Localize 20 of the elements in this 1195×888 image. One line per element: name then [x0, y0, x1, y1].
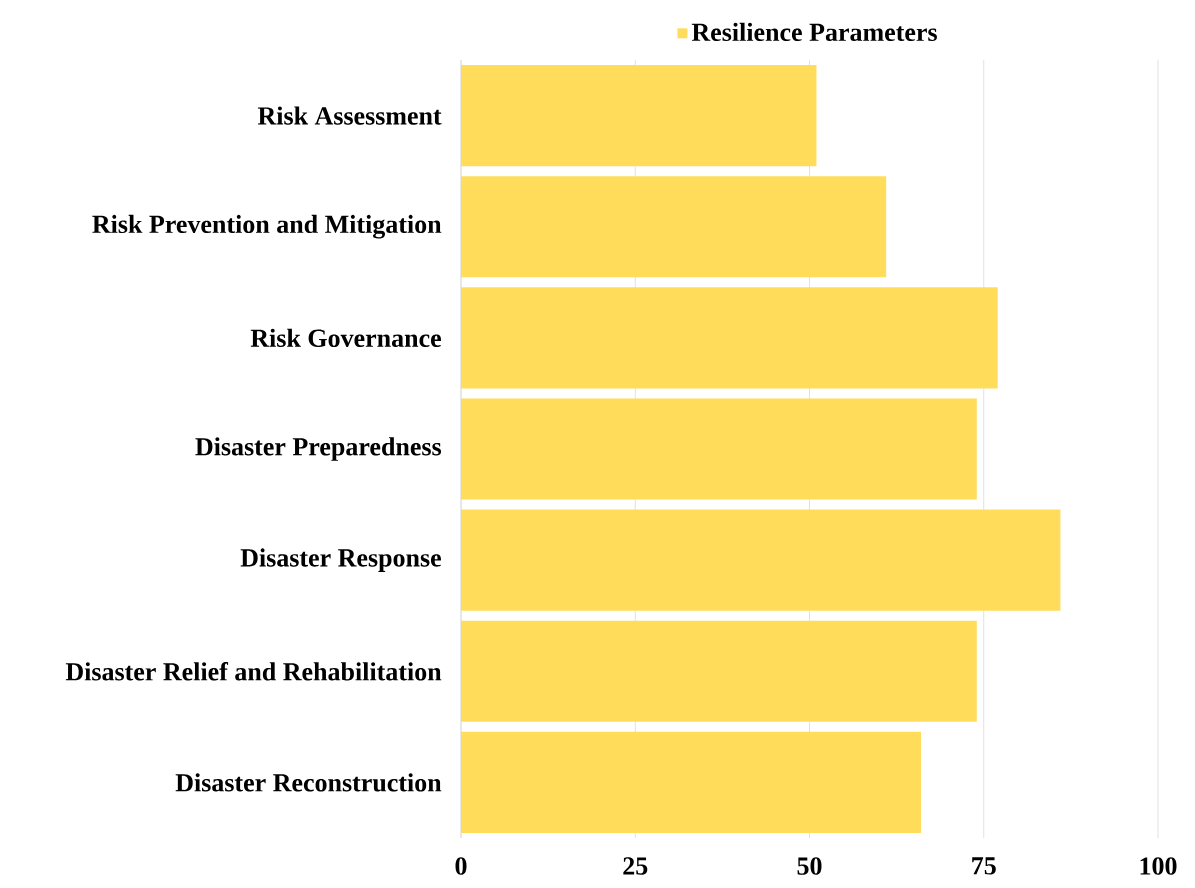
- y-tick-label: Disaster Preparedness: [195, 437, 442, 461]
- y-tick-label: Disaster Relief and Rehabilitation: [65, 661, 442, 681]
- y-tick-label: Risk Governance: [250, 328, 441, 347]
- bar: [461, 176, 887, 278]
- x-tick-label: 50: [797, 857, 822, 875]
- y-tick-label: Disaster Response: [240, 548, 441, 572]
- x-tick-label: 25: [623, 857, 648, 875]
- bar: [461, 287, 998, 389]
- x-tick-label: 75: [972, 857, 996, 875]
- y-tick-label: Disaster Reconstruction: [175, 773, 442, 792]
- bar: [461, 620, 977, 722]
- x-tick-label: 100: [1140, 857, 1177, 875]
- legend-label: Resilience Parameters: [691, 22, 937, 42]
- y-tick-label: Risk Assessment: [257, 106, 442, 125]
- x-tick-label: 0: [455, 857, 467, 875]
- bar: [461, 509, 1061, 611]
- bar: [461, 65, 817, 167]
- bar: [461, 731, 922, 833]
- y-tick-label: Risk Prevention and Mitigation: [92, 214, 442, 239]
- bar: [461, 398, 977, 500]
